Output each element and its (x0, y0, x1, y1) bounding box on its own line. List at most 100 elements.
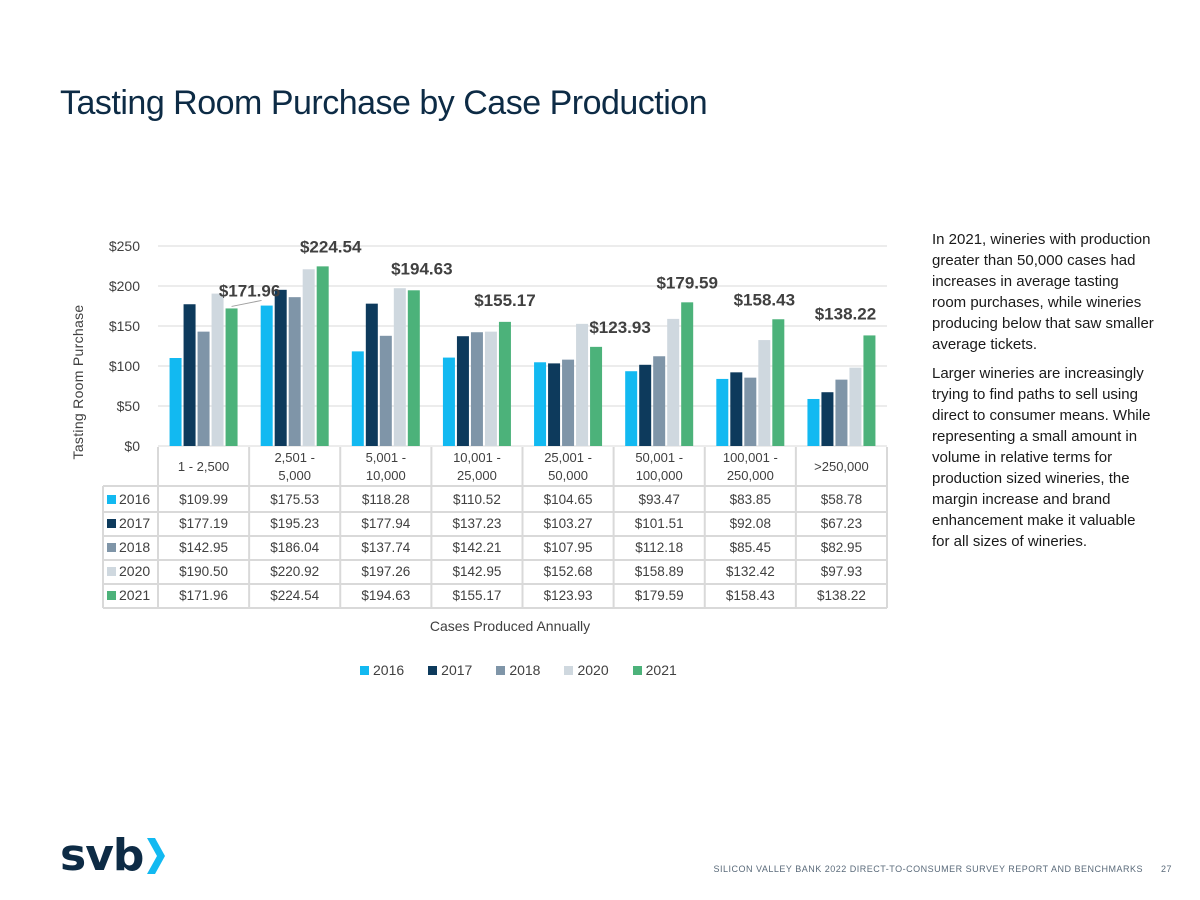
data-label: $179.59 (656, 273, 717, 292)
table-cell: $142.21 (453, 540, 502, 555)
bar-2020 (758, 340, 771, 446)
bar-2021 (407, 290, 420, 446)
category-label: 10,000 (366, 468, 406, 483)
bar-2020 (302, 269, 315, 446)
table-cell: $104.65 (544, 492, 593, 507)
table-cell: $158.89 (635, 564, 684, 579)
bar-2016 (716, 378, 729, 446)
category-label: 100,001 - (723, 450, 778, 465)
table-cell: $195.23 (270, 516, 319, 531)
data-label: $158.43 (734, 290, 795, 309)
table-cell: $58.78 (821, 492, 862, 507)
y-tick-label: $100 (109, 358, 140, 374)
bar-2016 (442, 357, 455, 446)
category-label: 5,000 (278, 468, 311, 483)
bar-2018 (197, 331, 210, 446)
table-cell: $194.63 (361, 588, 410, 603)
table-cell: $224.54 (270, 588, 319, 603)
y-tick-label: $50 (117, 398, 141, 414)
commentary-paragraph-2: Larger wineries are increasingly trying … (932, 365, 1151, 550)
y-axis-title: Tasting Room Purchase (70, 304, 86, 460)
bar-2017 (456, 336, 469, 446)
svb-logo: svb (60, 832, 167, 880)
bar-2016 (351, 351, 364, 446)
bar-2017 (821, 392, 834, 446)
row-header: 2021 (119, 587, 150, 603)
row-legend-key (107, 519, 116, 528)
bar-2021 (498, 321, 511, 446)
row-header: 2018 (119, 539, 150, 555)
data-label: $224.54 (300, 237, 362, 256)
row-legend-key (107, 495, 116, 504)
bar-2020 (667, 318, 680, 446)
legend-item: 2018 (496, 662, 540, 678)
table-cell: $220.92 (270, 564, 319, 579)
category-label: 5,001 - (366, 450, 406, 465)
row-header: 2017 (119, 515, 150, 531)
table-cell: $138.22 (817, 588, 866, 603)
legend-swatch-2021 (632, 665, 642, 675)
bar-2017 (639, 364, 652, 446)
legend-item: 2020 (564, 662, 609, 678)
bar-2017 (183, 304, 196, 446)
table-cell: $175.53 (270, 492, 319, 507)
table-cell: $101.51 (635, 516, 684, 531)
legend-label: 2021 (645, 662, 677, 678)
commentary: In 2021, wineries with production greate… (932, 229, 1157, 560)
label-leader-line (231, 299, 262, 307)
data-label: $123.93 (589, 318, 650, 337)
footer-text: SILICON VALLEY BANK 2022 DIRECT-TO-CONSU… (713, 864, 1143, 874)
table-cell: $137.23 (453, 516, 502, 531)
row-legend-key (107, 567, 116, 576)
table-cell: $92.08 (730, 516, 771, 531)
commentary-paragraph-1: In 2021, wineries with production greate… (932, 231, 1154, 353)
y-tick-label: $200 (109, 278, 140, 294)
bar-2017 (365, 303, 378, 446)
category-label: 250,000 (727, 468, 774, 483)
legend-swatch-2020 (564, 665, 574, 675)
bar-2016 (169, 358, 182, 446)
category-label: 25,001 - (544, 450, 592, 465)
bar-2021 (316, 266, 329, 446)
bar-2020 (393, 288, 406, 446)
bar-2020 (849, 367, 862, 446)
table-cell: $158.43 (726, 588, 775, 603)
table-cell: $118.28 (362, 492, 410, 507)
table-cell: $67.23 (821, 516, 862, 531)
legend-swatch-2016 (360, 665, 369, 675)
footer: SILICON VALLEY BANK 2022 DIRECT-TO-CONSU… (714, 864, 1172, 874)
bar-2018 (562, 359, 575, 446)
row-legend-key (107, 591, 116, 600)
table-cell: $179.59 (635, 588, 684, 603)
table-cell: $177.94 (361, 516, 410, 531)
table-cell: $82.95 (821, 540, 862, 555)
bar-2018 (379, 335, 392, 446)
category-label: 2,501 - (274, 450, 314, 465)
table-cell: $137.74 (361, 540, 410, 555)
legend-item: 2017 (428, 662, 472, 678)
table-cell: $142.95 (179, 540, 228, 555)
table-cell: $97.93 (821, 564, 862, 579)
x-axis-title: Cases Produced Annually (429, 618, 591, 634)
bar-2021 (225, 308, 238, 446)
row-header: 2020 (119, 563, 150, 579)
bar-2021 (590, 346, 603, 446)
bar-2018 (744, 377, 757, 446)
legend: 2016 2017 2018 2020 2021 (360, 662, 677, 678)
table-cell: $85.45 (730, 540, 771, 555)
bar-2020 (484, 331, 497, 446)
bar-2017 (730, 372, 743, 446)
bar-2018 (653, 356, 666, 446)
y-tick-label: $0 (124, 438, 140, 454)
table-cell: $177.19 (179, 516, 228, 531)
table-cell: $190.50 (179, 564, 228, 579)
legend-label: 2018 (509, 662, 541, 678)
legend-label: 2016 (373, 662, 405, 678)
bar-2016 (534, 362, 547, 446)
table-cell: $171.96 (179, 588, 228, 603)
category-label: 25,000 (457, 468, 497, 483)
bar-2018 (835, 379, 848, 446)
row-header: 2016 (119, 491, 150, 507)
y-tick-label: $250 (109, 238, 140, 254)
bar-2018 (288, 297, 301, 446)
